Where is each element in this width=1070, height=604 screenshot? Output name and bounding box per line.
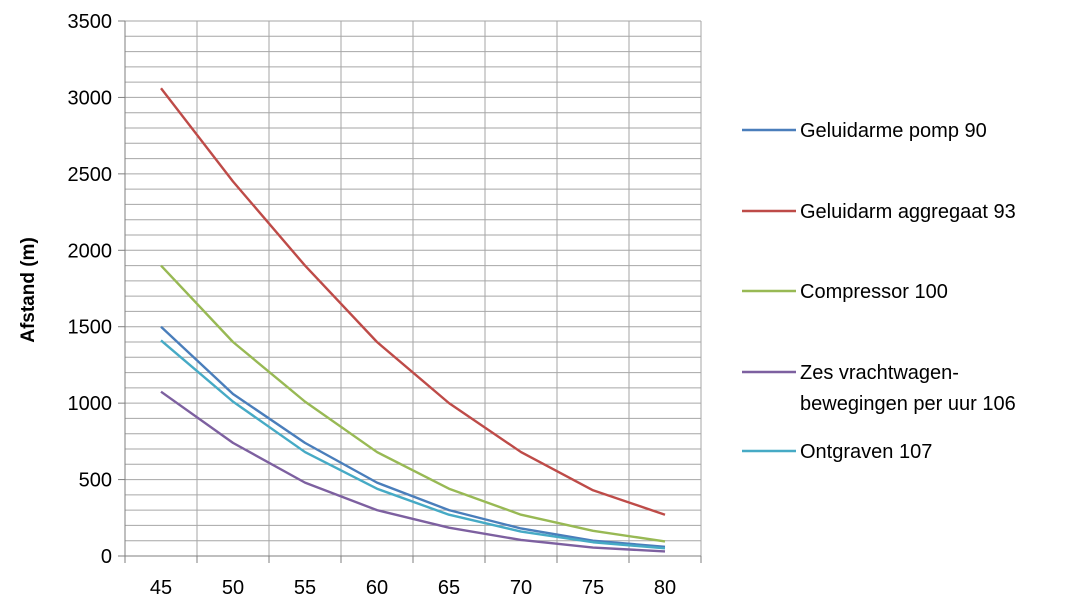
y-tick-label: 1500 (68, 317, 113, 339)
y-tick-label: 2000 (68, 240, 113, 262)
legend-label-zes-vrachtwagen-bewegingen-per-uur-106: Zes vrachtwagen- (800, 362, 959, 384)
y-tick-label: 2500 (68, 164, 113, 186)
x-tick-label: 65 (438, 577, 460, 599)
x-tick-label: 70 (510, 577, 532, 599)
series-line-zes-vrachtwagen-bewegingen-per-uur-106 (160, 390, 666, 553)
x-tick-label: 80 (654, 577, 676, 599)
legend-label-ontgraven-107: Ontgraven 107 (800, 441, 932, 463)
series-line-geluidarm-aggregaat-93 (160, 87, 666, 516)
series-lines (160, 87, 666, 553)
legend-label-zes-vrachtwagen-bewegingen-per-uur-106: bewegingen per uur 106 (800, 393, 1016, 415)
y-tick-label: 3000 (68, 87, 113, 109)
legend-label-geluidarm-aggregaat-93: Geluidarm aggregaat 93 (800, 201, 1016, 223)
y-axis-ticks: 0 500 1000 1500 2000 2500 3000 3500 (68, 11, 125, 568)
grid (124, 20, 702, 557)
legend-label-compressor-100: Compressor 100 (800, 281, 948, 303)
legend-label-geluidarme-pomp-90: Geluidarme pomp 90 (800, 120, 987, 142)
y-axis-label: Afstand (m) (18, 237, 39, 343)
y-tick-label: 3500 (68, 11, 113, 33)
y-tick-label: 1000 (68, 393, 113, 415)
y-tick-label: 500 (79, 470, 112, 492)
series-line-compressor-100 (160, 264, 666, 543)
axes (118, 21, 701, 563)
series-line-ontgraven-107 (160, 339, 666, 550)
x-tick-label: 60 (366, 577, 388, 599)
x-axis-ticks: 45 50 55 60 65 70 75 80 (124, 556, 702, 599)
x-tick-label: 45 (150, 577, 172, 599)
x-tick-label: 50 (222, 577, 244, 599)
x-tick-label: 55 (294, 577, 316, 599)
x-tick-label: 75 (582, 577, 604, 599)
series-line-geluidarme-pomp-90 (160, 325, 666, 549)
y-tick-label: 0 (101, 546, 112, 568)
legend: Geluidarme pomp 90 Geluidarm aggregaat 93… (742, 120, 1016, 463)
